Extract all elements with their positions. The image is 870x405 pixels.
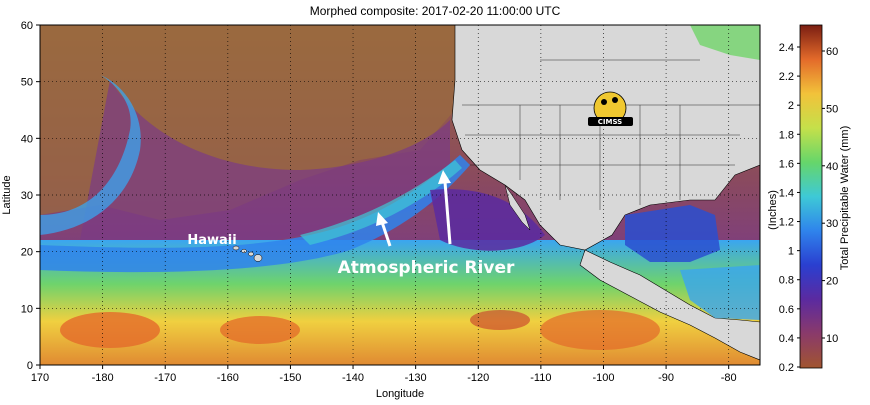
colorbar-inch-ticks: 2.4 2.2 2 1.8 1.6 1.4 1.2 1 0.8 0.6 0.4 0.2: [779, 42, 800, 374]
lon-tick-label: -180: [92, 372, 114, 384]
lat-tick-label: 10: [21, 303, 33, 315]
lat-tick-label: 50: [21, 77, 33, 89]
lon-tick-label: -80: [721, 372, 737, 384]
lat-tick-label: 60: [21, 20, 33, 32]
colorbar-inch-tick: 0.8: [779, 275, 794, 287]
lon-tick-label: -120: [467, 372, 489, 384]
colorbar-mm-tick: 40: [826, 161, 838, 173]
colorbar-mm-tick: 10: [826, 333, 838, 345]
lon-tick-label: 170: [31, 372, 49, 384]
atmospheric-river-arrows: [376, 170, 452, 247]
lon-tick-label: -140: [342, 372, 364, 384]
lat-tick-label: 0: [27, 360, 33, 372]
hawaii-label: Hawaii: [187, 233, 236, 248]
colorbar-inch-tick: 0.4: [779, 333, 794, 345]
colorbar-inch-tick: 1.2: [779, 217, 794, 229]
colorbar-mm-label: Total Precipitable Water (mm): [839, 126, 851, 270]
colorbar-inches-label: (Inches): [767, 190, 779, 230]
map-gridlines: [40, 25, 760, 365]
colorbar-inch-tick: 1.6: [779, 158, 794, 170]
colorbar-inch-tick: 2.2: [779, 71, 794, 83]
colorbar-inch-tick: 2.4: [779, 42, 794, 54]
colorbar-mm-ticks: 60 50 40 30 20 10: [822, 46, 838, 345]
colorbar-mm-tick: 60: [826, 46, 838, 58]
lat-tick-label: 20: [21, 247, 33, 259]
lon-tick-label: -90: [658, 372, 674, 384]
colorbar-mm-tick: 20: [826, 276, 838, 288]
atmospheric-river-plume: [40, 155, 470, 273]
lon-tick-label: -100: [592, 372, 614, 384]
colorbar-inch-tick: 1.8: [779, 129, 794, 141]
colorbar-inch-tick: 0.6: [779, 304, 794, 316]
cimss-logo-text: CIMSS: [598, 118, 622, 126]
colorbar: [799, 24, 823, 369]
colorbar-inch-tick: 2: [788, 100, 794, 112]
chart-title: Morphed composite: 2017-02-20 11:00:00 U…: [309, 4, 561, 18]
cimss-logo: CIMSS: [588, 91, 633, 126]
x-axis-label: Longitude: [376, 388, 424, 400]
hawaii-islands: [232, 245, 263, 262]
colorbar-inch-tick: 1.4: [779, 187, 794, 199]
latitude-ticks: 60 50 40 30 20 10 0: [21, 20, 40, 372]
colorbar-mm-tick: 30: [826, 218, 838, 230]
colorbar-inch-tick: 0.2: [779, 362, 794, 374]
y-axis-label: Latitude: [1, 175, 13, 214]
lat-tick-label: 30: [21, 190, 33, 202]
lat-tick-label: 40: [21, 133, 33, 145]
atmospheric-river-label: Atmospheric River: [338, 258, 515, 278]
map-panel: [40, 25, 760, 365]
lon-tick-label: -170: [154, 372, 176, 384]
lon-tick-label: -160: [217, 372, 239, 384]
lon-tick-label: -150: [279, 372, 301, 384]
lon-tick-label: -130: [405, 372, 427, 384]
colorbar-mm-tick: 50: [826, 103, 838, 115]
longitude-ticks: 170 -180 -170 -160 -150 -140 -130 -120 -110 -100 -…: [31, 365, 737, 384]
colorbar-inch-tick: 1: [788, 246, 794, 258]
lon-tick-label: -110: [530, 372, 551, 384]
